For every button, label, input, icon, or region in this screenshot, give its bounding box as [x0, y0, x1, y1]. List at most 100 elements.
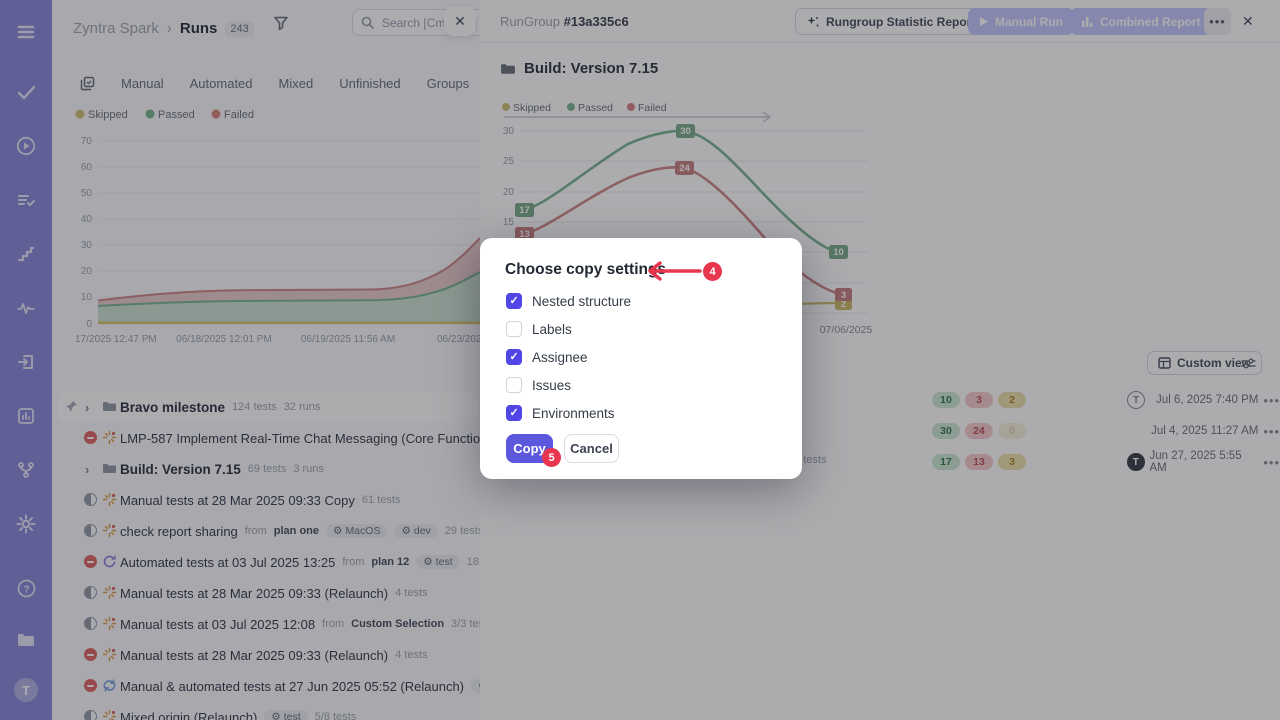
folder-icon — [103, 464, 116, 473]
tab-automated[interactable]: Automated — [189, 75, 253, 91]
checkbox[interactable] — [506, 377, 522, 393]
breadcrumb-section[interactable]: Runs — [179, 20, 218, 37]
tab-groups[interactable]: Groups — [426, 75, 470, 91]
in-progress-status-icon — [84, 617, 97, 630]
svg-text:15: 15 — [503, 217, 515, 228]
list-checks-icon[interactable] — [8, 182, 44, 218]
list-item[interactable]: LMP-587 Implement Real-Time Chat Messagi… — [52, 423, 480, 453]
row-menu-button[interactable]: ••• — [1263, 392, 1280, 408]
manual-run-icon — [102, 647, 117, 662]
branches-icon[interactable] — [8, 452, 44, 488]
option-assignee[interactable]: Assignee — [506, 346, 588, 368]
svg-text:30: 30 — [81, 240, 93, 251]
close-panel-button[interactable]: ✕ — [444, 6, 476, 36]
from-plan[interactable]: plan 12 — [371, 556, 410, 568]
failed-status-icon — [84, 431, 97, 444]
option-nested-structure[interactable]: Nested structure — [506, 290, 631, 312]
manual-run-button[interactable]: Manual Run — [968, 8, 1074, 35]
passed-pill: 30 — [932, 423, 960, 439]
chevron-right-icon[interactable]: › — [85, 462, 90, 477]
row-menu-button[interactable]: ••• — [1263, 454, 1280, 470]
statistic-report-button[interactable]: Rungroup Statistic Report — [795, 8, 987, 35]
svg-text:60: 60 — [81, 162, 93, 173]
checkbox[interactable] — [506, 349, 522, 365]
option-environments[interactable]: Environments — [506, 402, 615, 424]
list-item[interactable]: Manual tests at 28 Mar 2025 09:33 (Relau… — [52, 578, 480, 608]
close-drawer-button[interactable]: ✕ — [1242, 13, 1254, 30]
settings-gear-icon[interactable] — [8, 506, 44, 542]
checkbox[interactable] — [506, 321, 522, 337]
list-item[interactable]: check report sharing from plan one ⚙ MacO… — [52, 516, 480, 546]
main-panel: Zyntra Spark › Runs 243 Manual Automated… — [52, 0, 480, 720]
menu-icon[interactable] — [8, 14, 44, 50]
svg-text:20: 20 — [81, 266, 93, 277]
legend-passed[interactable]: Passed — [158, 109, 195, 121]
svg-text:50: 50 — [81, 188, 93, 199]
docs-icon[interactable] — [8, 622, 44, 658]
list-item[interactable]: Mixed origin (Relaunch) ⚙ test 5/8 tests — [52, 702, 480, 720]
from-plan[interactable]: Custom Selection — [351, 618, 445, 630]
table-icon — [1158, 357, 1171, 369]
list-item[interactable]: › Build: Version 7.15 69 tests 3 runs — [52, 454, 480, 484]
failed-pill: 3 — [965, 392, 993, 408]
ellipsis-icon: ••• — [1209, 14, 1226, 29]
run-title: Manual tests at 03 Jul 2025 12:08 — [120, 616, 316, 632]
cancel-button[interactable]: Cancel — [564, 434, 619, 463]
list-item[interactable]: Manual & automated tests at 27 Jun 2025 … — [52, 671, 480, 701]
svg-text:0: 0 — [86, 319, 92, 330]
legend-failed[interactable]: Failed — [224, 109, 254, 121]
custom-view-button[interactable]: Custom view — [1147, 351, 1263, 375]
gear-icon: ⚙ — [401, 525, 411, 537]
breadcrumb-project[interactable]: Zyntra Spark — [73, 20, 159, 37]
run-date: Jun 27, 2025 5:55 AM — [1149, 450, 1242, 474]
tab-manual[interactable]: Manual — [121, 75, 164, 91]
tab-mixed[interactable]: Mixed — [278, 75, 314, 91]
run-result-row[interactable]: 17 13 3 T Jun 27, 2025 5:55 AM ••• — [932, 450, 1280, 474]
from-plan[interactable]: plan one — [273, 525, 320, 537]
tab-unfinished[interactable]: Unfinished — [339, 75, 401, 91]
run-title: Manual & automated tests at 27 Jun 2025 … — [120, 678, 464, 694]
row-menu-button[interactable]: ••• — [1263, 423, 1280, 439]
checkbox[interactable] — [506, 405, 522, 421]
run-result-row[interactable]: 10 3 2 T Jul 6, 2025 7:40 PM ••• — [932, 391, 1280, 409]
tasks-check-icon[interactable] — [8, 74, 44, 110]
run-result-row[interactable]: 30 24 0 Jul 4, 2025 11:27 AM ••• — [932, 422, 1280, 440]
list-item[interactable]: Automated tests at 03 Jul 2025 13:25 fro… — [52, 547, 480, 577]
list-item[interactable]: › Bravo milestone 124 tests 32 runs — [52, 392, 480, 422]
activity-icon[interactable] — [8, 290, 44, 326]
play-runs-icon[interactable] — [8, 128, 44, 164]
legend-failed[interactable]: Failed — [638, 102, 667, 114]
import-icon[interactable] — [8, 344, 44, 380]
legend-passed[interactable]: Passed — [578, 102, 613, 114]
automated-run-icon — [103, 555, 116, 568]
checkbox[interactable] — [506, 293, 522, 309]
list-item[interactable]: Manual tests at 28 Mar 2025 09:33 Copy 6… — [52, 485, 480, 515]
app-logo[interactable]: T — [8, 672, 44, 708]
more-actions-button[interactable]: ••• — [1204, 8, 1231, 35]
gear-icon: ⚙ — [423, 556, 433, 568]
reports-icon[interactable] — [8, 398, 44, 434]
run-date: Jul 6, 2025 7:40 PM — [1156, 394, 1259, 406]
run-title: Mixed origin (Relaunch) — [120, 709, 258, 720]
chevron-right-icon[interactable]: › — [85, 400, 90, 415]
legend-skipped[interactable]: Skipped — [513, 102, 551, 114]
option-labels[interactable]: Labels — [506, 318, 572, 340]
gear-icon: ⚙ — [478, 680, 480, 692]
legend-skipped[interactable]: Skipped — [88, 109, 128, 121]
mixed-run-icon — [103, 679, 116, 692]
tests-count: 18 tests — [466, 556, 480, 568]
tests-count: 3/3 tests — [451, 618, 480, 630]
steps-icon[interactable] — [8, 236, 44, 272]
help-icon[interactable]: ? — [8, 570, 44, 606]
combined-report-button[interactable]: Combined Report — [1070, 8, 1212, 35]
copy-button[interactable]: Copy — [506, 434, 553, 463]
copy-runs-icon[interactable] — [80, 76, 95, 91]
option-issues[interactable]: Issues — [506, 374, 571, 396]
list-item[interactable]: Manual tests at 28 Mar 2025 09:33 (Relau… — [52, 640, 480, 670]
view-settings-icon[interactable] — [1238, 353, 1258, 373]
in-progress-status-icon — [84, 493, 97, 506]
runs-count: 32 runs — [283, 401, 321, 413]
filter-button[interactable] — [268, 10, 294, 36]
run-title: Bravo milestone — [120, 399, 226, 415]
list-item[interactable]: Manual tests at 03 Jul 2025 12:08 from C… — [52, 609, 480, 639]
